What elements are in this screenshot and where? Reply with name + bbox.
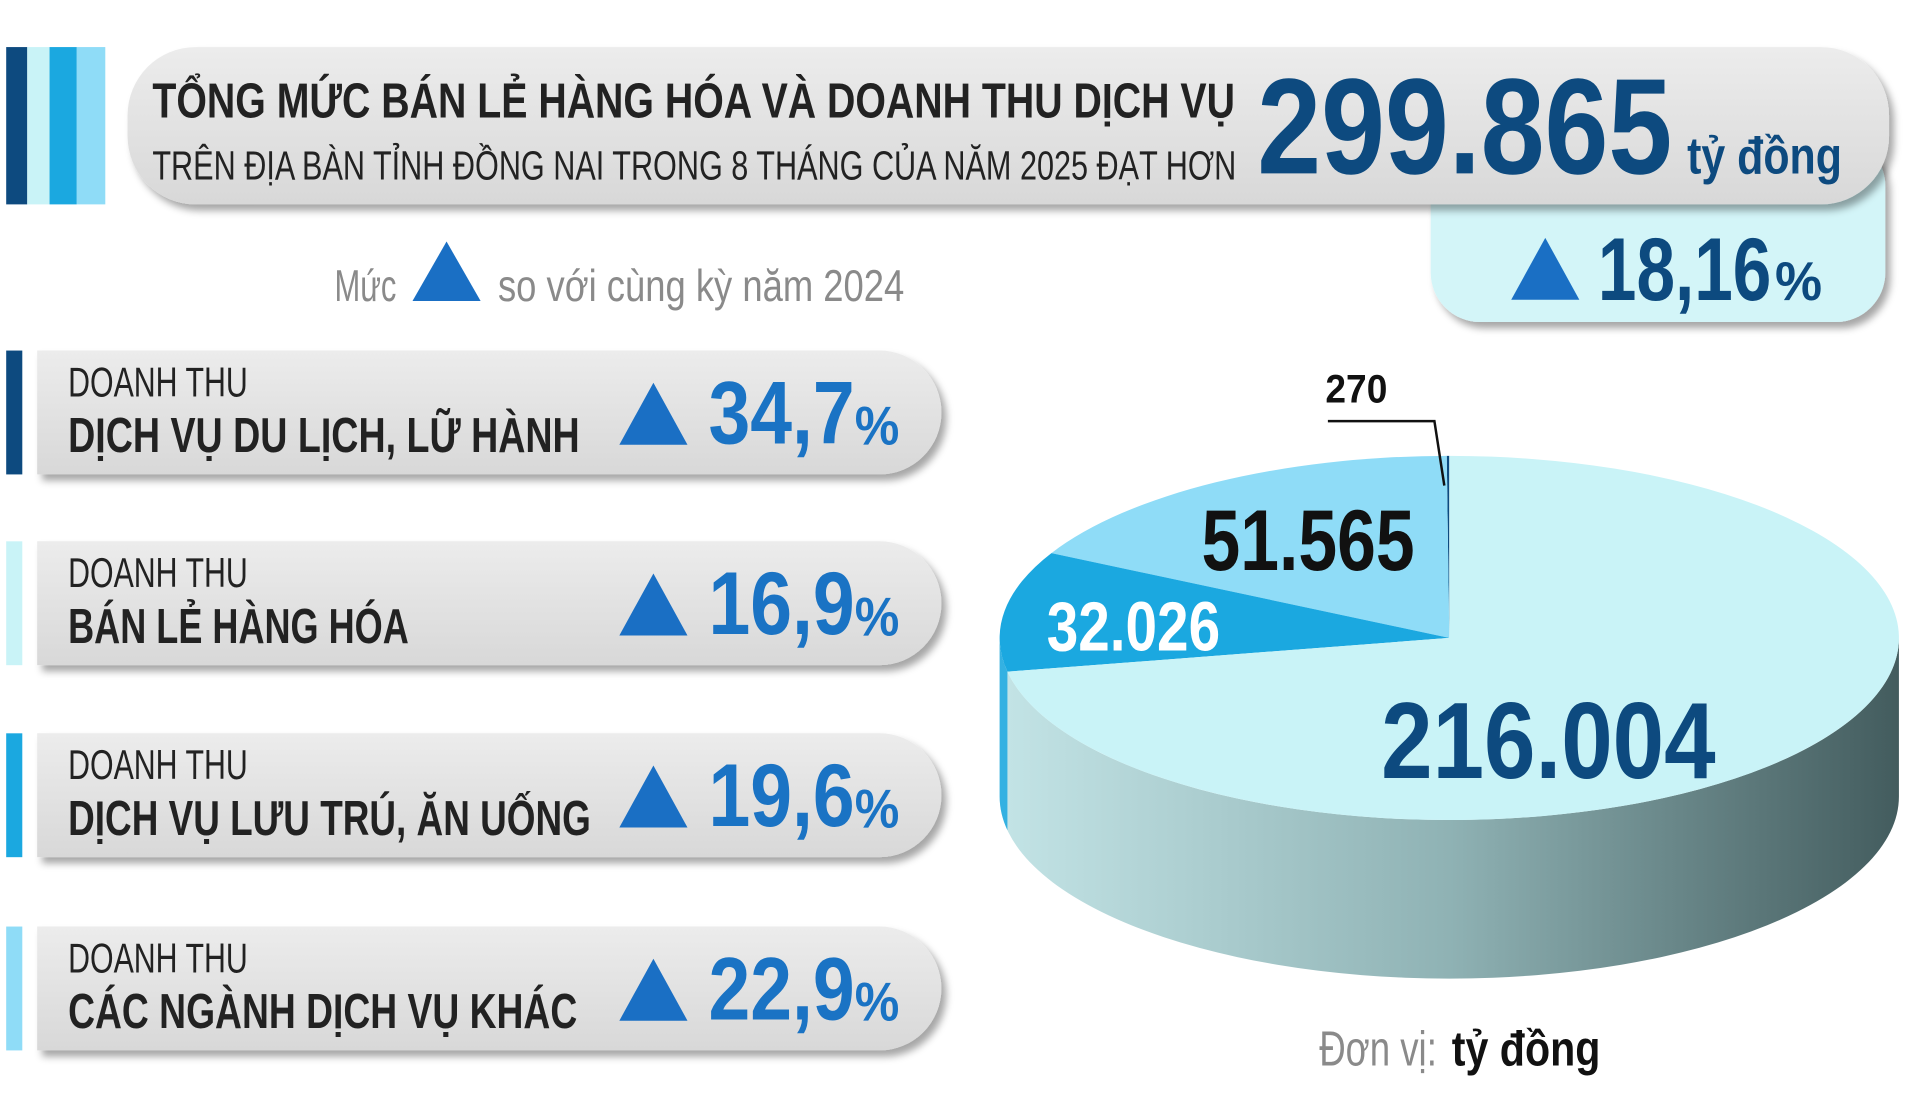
pie-slice bbox=[1007, 455, 1899, 821]
value-label: 270 bbox=[1325, 368, 1387, 412]
pie-slice bbox=[1446, 455, 1450, 638]
card-growth: 34,7 bbox=[709, 362, 855, 462]
up-triangle bbox=[1511, 237, 1580, 300]
percent-sign: % bbox=[855, 396, 900, 457]
card-label: DOANH THU bbox=[68, 741, 248, 788]
card-growth: 19,6 bbox=[709, 745, 855, 845]
card bbox=[37, 350, 942, 475]
texts: TỔNG MỨC BÁN LẺ HÀNG HÓA VÀ DOANH THU DỊ… bbox=[152, 50, 1842, 1076]
card-name: BÁN LẺ HÀNG HÓA bbox=[68, 598, 409, 654]
card-bar bbox=[6, 926, 23, 1051]
up-triangle bbox=[619, 382, 688, 445]
card-bar bbox=[6, 350, 23, 475]
subtitle: TRÊN ĐỊA BÀN TỈNH ĐỒNG NAI TRONG 8 THÁNG… bbox=[152, 143, 1236, 189]
percent-sign: % bbox=[855, 778, 900, 839]
card-name: DỊCH VỤ DU LỊCH, LỮ HÀNH bbox=[68, 406, 580, 463]
up-triangle bbox=[619, 958, 688, 1021]
card-name: CÁC NGÀNH DỊCH VỤ KHÁC bbox=[68, 983, 577, 1039]
pie-slice bbox=[999, 553, 1450, 672]
legend-suffix: so với cùng kỳ năm 2024 bbox=[498, 262, 904, 311]
leader-line bbox=[1327, 419, 1446, 486]
percent-sign: % bbox=[1775, 251, 1822, 312]
stripe bbox=[6, 47, 28, 205]
card-growth: 16,9 bbox=[709, 553, 855, 653]
card-growth: 22,9 bbox=[709, 938, 855, 1038]
pie-side-piece bbox=[999, 637, 1008, 831]
total: 299.865 bbox=[1257, 50, 1672, 202]
card-name: DỊCH VỤ LƯU TRÚ, ĂN UỐNG bbox=[68, 789, 591, 846]
card bbox=[37, 926, 942, 1051]
card-label: DOANH THU bbox=[68, 358, 248, 405]
value-label: 32.026 bbox=[1047, 587, 1220, 665]
card-bar bbox=[6, 541, 23, 666]
percent-sign: % bbox=[855, 972, 900, 1033]
up-triangle bbox=[412, 241, 481, 302]
card-label: DOANH THU bbox=[68, 934, 248, 981]
title: TỔNG MỨC BÁN LẺ HÀNG HÓA VÀ DOANH THU DỊ… bbox=[152, 72, 1235, 129]
stripe bbox=[76, 47, 106, 205]
stripe bbox=[49, 47, 77, 205]
header-box bbox=[127, 47, 1890, 205]
value-label: 216.004 bbox=[1381, 680, 1716, 802]
card bbox=[37, 733, 942, 858]
pie-slice bbox=[1051, 455, 1450, 638]
up-triangle bbox=[619, 573, 688, 636]
pie-chart bbox=[999, 419, 1899, 979]
legend-prefix: Mức bbox=[334, 262, 396, 311]
unit: tỷ đồng bbox=[1452, 1021, 1601, 1076]
total-unit: tỷ đồng bbox=[1687, 127, 1842, 185]
percent-sign: % bbox=[855, 586, 900, 647]
stripe bbox=[27, 47, 50, 205]
growth: 18,16 bbox=[1598, 219, 1771, 319]
card-bar bbox=[6, 733, 23, 858]
pie-side bbox=[999, 637, 1899, 979]
card bbox=[37, 541, 942, 666]
up-triangle bbox=[619, 765, 688, 828]
value-label: 51.565 bbox=[1202, 493, 1415, 589]
card-label: DOANH THU bbox=[68, 549, 248, 596]
unit-label: Đơn vị: bbox=[1319, 1021, 1437, 1076]
